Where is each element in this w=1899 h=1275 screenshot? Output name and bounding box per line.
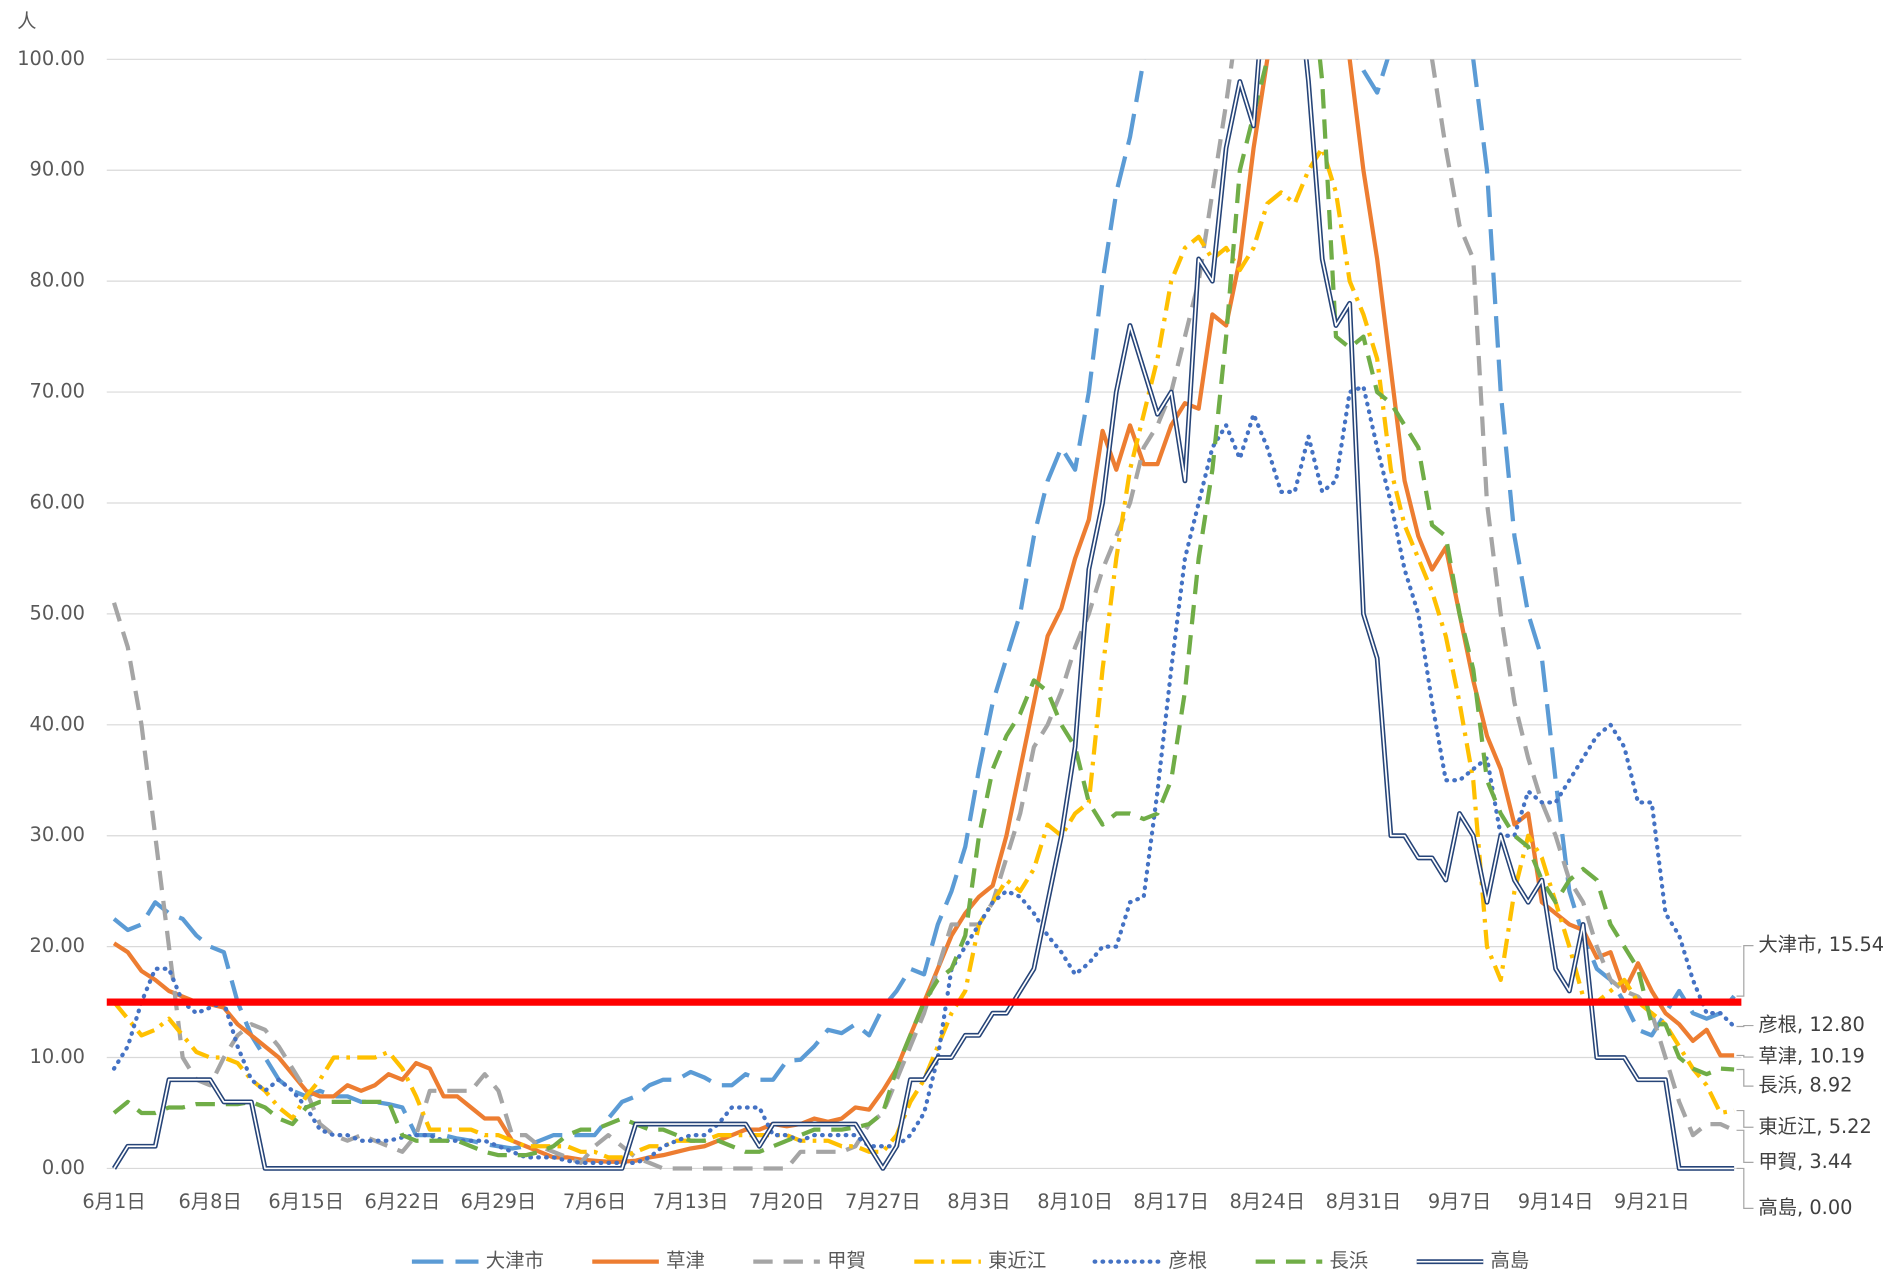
leader-line [1736,1068,1754,1087]
y-unit: 人 [17,9,36,32]
series-line [111,59,1735,1171]
y-tick-label: 60.00 [30,490,85,513]
x-tick-label: 7月27日 [845,1190,921,1213]
y-tick-label: 100.00 [17,47,85,70]
x-tick-label: 6月8日 [178,1190,241,1213]
legend-label: 甲賀 [827,1249,866,1272]
legend-label: 高島 [1491,1249,1530,1272]
leader-line [1736,1024,1754,1028]
legend-label: 草津 [666,1249,705,1272]
series-line [112,59,1735,1158]
x-tick-label: 6月22日 [365,1190,441,1213]
y-tick-label: 80.00 [30,269,85,292]
y-tick-label: 20.00 [30,934,85,957]
end-label: 草津, 10.19 [1758,1045,1864,1068]
x-tick-label: 8月10日 [1037,1190,1113,1213]
x-tick-label: 9月7日 [1428,1190,1491,1213]
y-tick-label: 90.00 [30,158,85,181]
end-label: 大津市, 15.54 [1758,933,1884,956]
x-tick-label: 7月6日 [563,1190,626,1213]
y-tick-label: 50.00 [30,601,85,624]
legend-label: 彦根 [1169,1249,1208,1272]
series-line [112,59,1735,1164]
y-tick-label: 70.00 [30,380,85,403]
x-tick-label: 6月29日 [461,1190,537,1213]
leader-line [1736,1167,1754,1210]
leader-line [1736,1129,1754,1163]
series-line-inner [113,59,1735,1170]
x-tick-label: 6月1日 [82,1190,145,1213]
x-tick-label: 7月20日 [749,1190,825,1213]
leader-line [1736,1109,1754,1128]
x-tick-label: 8月3日 [947,1190,1010,1213]
legend-label: 長浜 [1330,1249,1369,1272]
end-label: 高島, 0.00 [1758,1196,1852,1219]
legend-label: 大津市 [486,1249,544,1272]
y-tick-label: 0.00 [42,1156,85,1179]
leader-line [1736,945,1754,997]
series-line [112,59,1735,1171]
y-tick-label: 40.00 [30,712,85,735]
x-tick-label: 9月14日 [1518,1190,1594,1213]
x-tick-label: 8月24日 [1229,1190,1305,1213]
end-label: 甲賀, 3.44 [1758,1150,1852,1173]
series-line [112,59,1736,1151]
leader-line [1736,1054,1754,1058]
legend-label: 東近江 [988,1249,1046,1272]
end-label: 彦根, 12.80 [1758,1013,1864,1036]
x-tick-label: 6月15日 [268,1190,344,1213]
end-label: 長浜, 8.92 [1758,1074,1852,1097]
end-label: 東近江, 5.22 [1758,1115,1872,1138]
y-tick-label: 30.00 [30,823,85,846]
series-line [112,145,1735,1160]
series-line [111,384,1737,1166]
x-tick-label: 8月17日 [1133,1190,1209,1213]
x-tick-label: 9月21日 [1614,1190,1690,1213]
x-tick-label: 8月31日 [1326,1190,1402,1213]
y-tick-label: 10.00 [30,1045,85,1068]
x-tick-label: 7月13日 [653,1190,729,1213]
